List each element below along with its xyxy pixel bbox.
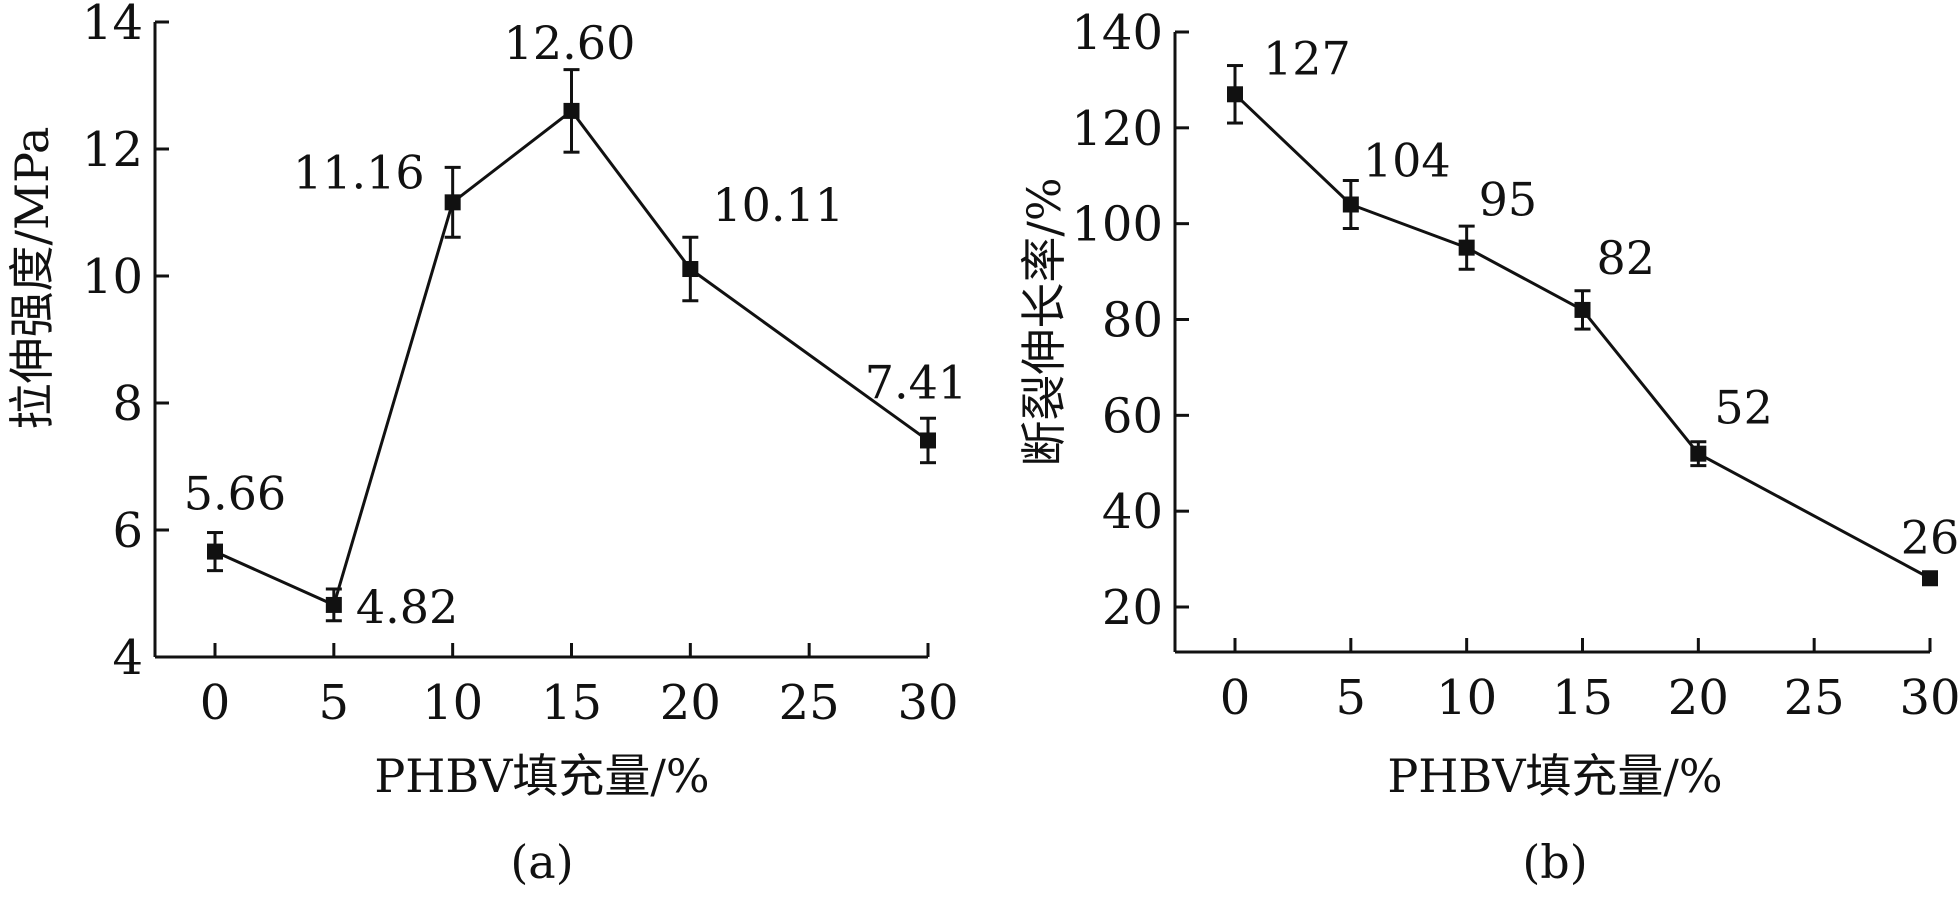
x-tick-label-a: 10	[422, 675, 483, 731]
x-tick-label-a: 15	[541, 675, 602, 731]
x-axis-title-b: PHBV填充量/%	[1387, 749, 1722, 803]
y-tick-label-a: 10	[82, 249, 143, 305]
data-label-b: 52	[1714, 381, 1773, 435]
y-axis-title-b: 断裂伸长率/%	[1017, 177, 1071, 466]
data-label-a: 7.41	[865, 355, 967, 409]
y-tick-label-b: 80	[1102, 293, 1163, 349]
data-label-a: 12.60	[504, 16, 636, 70]
x-tick-label-b: 30	[1899, 670, 1960, 726]
data-label-b: 95	[1479, 173, 1538, 227]
data-point-a	[325, 596, 342, 613]
data-label-a: 11.16	[293, 145, 425, 199]
x-tick-label-a: 25	[779, 675, 840, 731]
y-tick-label-a: 14	[82, 0, 143, 51]
data-point-a	[682, 261, 699, 278]
x-tick-label-b: 10	[1436, 670, 1497, 726]
x-tick-label-b: 5	[1336, 670, 1367, 726]
data-label-a: 10.11	[712, 178, 844, 232]
x-tick-label-a: 30	[897, 675, 958, 731]
y-tick-label-b: 20	[1102, 580, 1163, 636]
caption-a: (a)	[510, 835, 573, 889]
data-label-b: 127	[1263, 31, 1351, 85]
x-axis-title-a: PHBV填充量/%	[374, 749, 709, 803]
data-point-a	[207, 543, 223, 560]
y-tick-label-b: 100	[1071, 197, 1163, 253]
data-label-b: 104	[1363, 134, 1451, 188]
x-tick-label-a: 20	[660, 675, 721, 731]
data-point-b	[1922, 570, 1938, 587]
series-line-b	[1233, 93, 1931, 580]
data-label-b: 26	[1901, 510, 1960, 564]
data-point-a	[563, 102, 580, 119]
y-axis-title-a: 拉伸强度/MPa	[5, 127, 59, 430]
data-point-b	[1458, 239, 1475, 256]
x-tick-label-a: 0	[200, 675, 231, 731]
data-point-b	[1574, 301, 1591, 318]
y-tick-label-b: 120	[1071, 101, 1163, 157]
data-point-b	[1227, 86, 1243, 103]
y-tick-label-b: 40	[1102, 484, 1163, 540]
x-tick-label-b: 25	[1784, 670, 1845, 726]
y-tick-label-b: 60	[1102, 388, 1163, 444]
x-tick-label-a: 5	[319, 675, 350, 731]
data-label-b: 82	[1597, 231, 1656, 285]
caption-b: (b)	[1522, 835, 1587, 889]
x-tick-label-b: 0	[1220, 670, 1251, 726]
data-point-a	[920, 432, 936, 449]
data-label-a: 5.66	[184, 467, 286, 521]
data-point-b	[1342, 196, 1359, 213]
series-line-a	[214, 108, 929, 608]
data-label-a: 4.82	[356, 580, 458, 634]
data-point-a	[444, 194, 461, 211]
y-tick-label-a: 12	[82, 122, 143, 178]
data-point-b	[1690, 445, 1707, 462]
y-tick-label-a: 6	[112, 503, 143, 559]
x-tick-label-b: 20	[1668, 670, 1729, 726]
y-tick-label-a: 4	[112, 630, 143, 686]
x-tick-label-b: 15	[1552, 670, 1613, 726]
y-tick-label-b: 140	[1071, 5, 1163, 61]
y-tick-label-a: 8	[112, 376, 143, 432]
